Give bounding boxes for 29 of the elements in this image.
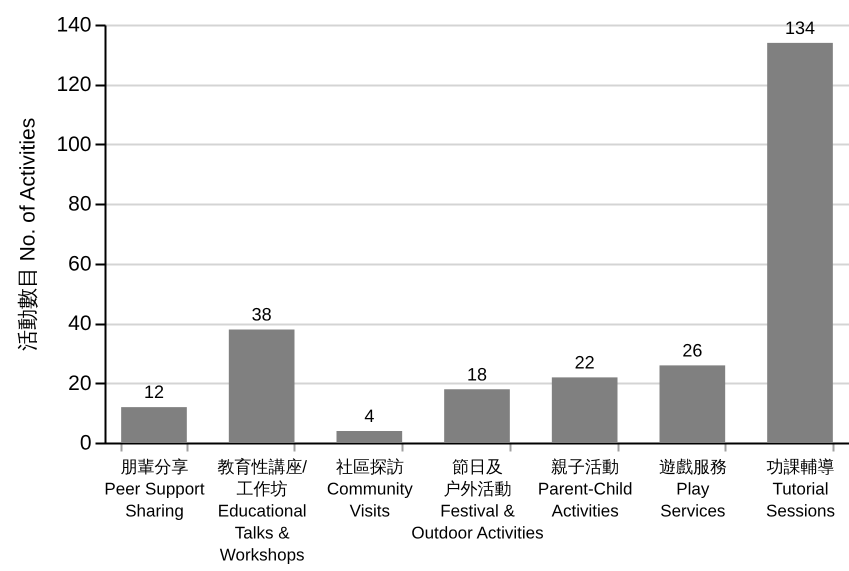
y-tick-label: 20 [68, 372, 92, 395]
y-tick-label: 80 [68, 192, 92, 216]
x-tick-label: 功課輔導 Tutorial Sessions [766, 458, 835, 520]
bar [660, 365, 726, 443]
x-tick-label: 社區探訪 Community Visits [326, 458, 414, 520]
y-axis-title: 活動數目 No. of Activities [16, 118, 40, 352]
data-label: 26 [682, 340, 702, 360]
bar [552, 377, 618, 443]
y-tick-label: 40 [68, 312, 92, 336]
bar [121, 407, 187, 443]
y-tick-label: 100 [56, 132, 92, 156]
bar [228, 330, 294, 443]
x-tick-label: 朋輩分享 Peer Support Sharing [104, 458, 205, 520]
x-tick-label: 教育性講座/ 工作坊 Educational Talks & Workshops [217, 458, 308, 564]
data-label: 18 [466, 364, 488, 384]
data-label: 38 [252, 304, 272, 325]
bar [336, 431, 402, 443]
bar [767, 42, 833, 443]
y-tick-label: 140 [56, 14, 92, 36]
bar [444, 389, 510, 443]
x-tick-label: 親子活動 Parent-Child Activities [538, 458, 632, 520]
data-label: 12 [144, 382, 164, 402]
y-tick-label: 120 [56, 73, 92, 96]
data-label: 4 [364, 406, 374, 426]
y-tick-label: 0 [80, 432, 92, 454]
data-label: 134 [784, 18, 816, 38]
y-tick-label: 60 [68, 252, 92, 276]
x-tick-label: 遊戲服務 Play Services [658, 458, 727, 520]
data-label: 22 [574, 352, 595, 372]
